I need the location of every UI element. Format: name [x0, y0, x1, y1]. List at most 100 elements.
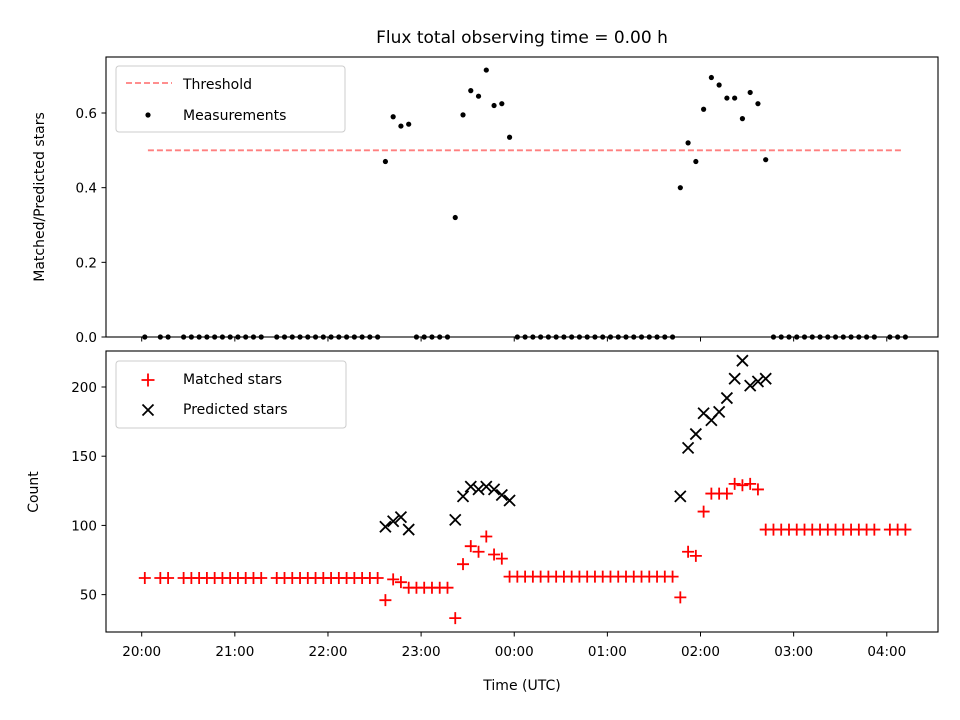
top-axes: 0.0 0.2 0.4 0.6: [76, 106, 888, 346]
bottom-plot-area: [138, 354, 912, 625]
x-tick-label: 00:00: [495, 644, 534, 660]
measurement-point: [382, 158, 389, 165]
matched-stars-legend-label: Matched stars: [183, 372, 282, 388]
matched-star-marker: [255, 572, 268, 585]
bottom-panel-frame: [105, 350, 939, 633]
top-y-tick-label: 0.2: [76, 255, 97, 271]
predicted-star-marker: [759, 372, 772, 385]
measurement-point: [763, 157, 769, 163]
top-y-tick-label: 0.6: [76, 106, 97, 122]
measurement-point: [452, 214, 458, 221]
measurement-point: [468, 88, 474, 94]
bottom-axes: 20:00 21:00 22:00 23:00 00:00 01:00 02:00 03:00…: [71, 380, 906, 660]
measurement-point: [755, 101, 761, 107]
matched-stars-legend-swatch: [141, 373, 155, 387]
predicted-star-marker: [449, 513, 462, 527]
predicted-star-marker: [495, 488, 508, 502]
predicted-star-marker: [712, 405, 726, 419]
measurement-point: [677, 185, 683, 191]
measurement-point: [716, 82, 722, 88]
measurement-point: [491, 102, 497, 109]
bottom-y-axis-label: Count: [26, 471, 42, 513]
matched-star-marker: [495, 552, 508, 565]
measurement-point: [747, 89, 753, 96]
predicted-star-marker: [379, 520, 392, 533]
bottom-y-tick-label: 100: [71, 518, 97, 534]
top-y-axis-label: Matched/Predicted stars: [32, 112, 48, 282]
bottom-y-tick-label: 50: [80, 588, 97, 604]
bottom-panel: 20:00 21:00 22:00 23:00 00:00 01:00 02:00 03:00…: [26, 350, 939, 694]
measurements-legend-label: Measurements: [183, 108, 286, 124]
predicted-star-marker: [736, 354, 749, 367]
matched-star-marker: [379, 594, 392, 607]
predicted-star-marker: [464, 480, 477, 493]
x-tick-label: 20:00: [122, 644, 161, 660]
measurement-point: [499, 101, 505, 107]
matched-star-marker: [441, 581, 454, 594]
measurement-point: [398, 123, 404, 129]
predicted-star-marker: [503, 494, 516, 507]
predicted-star-marker: [387, 515, 400, 528]
measurement-point: [739, 116, 746, 122]
matched-star-marker: [138, 572, 151, 585]
predicted-star-marker: [751, 375, 765, 388]
matched-star-marker: [868, 523, 881, 536]
top-legend: Threshold Measurements: [115, 65, 346, 133]
matched-star-marker: [488, 548, 501, 561]
predicted-star-marker: [402, 523, 415, 536]
measurement-point: [732, 95, 738, 101]
predicted-star-marker: [744, 379, 757, 392]
bottom-y-tick-label: 150: [71, 449, 97, 465]
matched-star-marker: [387, 573, 400, 586]
matched-star-marker: [674, 591, 687, 604]
predicted-star-marker: [394, 510, 408, 524]
matched-star-marker: [751, 483, 764, 496]
matched-star-marker: [464, 540, 477, 553]
matched-star-marker: [720, 487, 733, 500]
matched-star-marker: [736, 479, 749, 492]
predicted-star-marker: [720, 391, 734, 405]
matched-star-marker: [472, 545, 485, 558]
matched-star-marker: [394, 576, 407, 589]
measurement-point: [708, 74, 714, 81]
measurement-point: [460, 112, 466, 118]
predicted-star-marker: [472, 483, 485, 496]
x-tick-label: 23:00: [402, 644, 441, 660]
x-tick-label: 22:00: [309, 644, 348, 660]
x-axis-label: Time (UTC): [482, 678, 560, 694]
predicted-star-marker: [689, 427, 702, 441]
x-tick-label: 03:00: [774, 644, 813, 660]
matched-star-marker: [457, 558, 470, 571]
predicted-star-marker: [456, 490, 470, 503]
matched-star-marker: [728, 477, 741, 490]
measurement-point: [390, 114, 396, 120]
bottom-legend-box: [115, 360, 347, 429]
matched-star-marker: [162, 572, 175, 585]
measurement-point: [406, 121, 412, 127]
top-y-tick-label: 0.0: [76, 330, 97, 346]
matched-star-marker: [689, 549, 702, 562]
matched-star-marker: [697, 505, 710, 518]
measurements-legend-swatch: [145, 112, 151, 118]
matched-star-marker: [480, 530, 493, 543]
x-tick-label: 02:00: [681, 644, 720, 660]
predicted-star-marker: [480, 480, 493, 493]
predicted-star-marker: [487, 483, 501, 496]
matched-star-marker: [666, 570, 679, 583]
predicted-star-marker: [728, 372, 741, 385]
predicted-star-marker: [681, 441, 695, 455]
measurement-point: [693, 158, 699, 165]
predicted-stars-legend-label: Predicted stars: [183, 402, 288, 418]
top-panel-frame: [105, 56, 939, 338]
top-legend-box: [115, 65, 346, 133]
chart-title: Flux total observing time = 0.00 h: [376, 28, 668, 48]
measurement-point: [475, 93, 482, 99]
bottom-legend: Matched stars Predicted stars: [115, 360, 347, 429]
x-tick-label: 21:00: [215, 644, 254, 660]
matched-star-marker: [899, 523, 912, 536]
predicted-stars-legend-swatch: [141, 403, 155, 417]
x-tick-label: 04:00: [867, 644, 906, 660]
matched-star-marker: [682, 545, 695, 558]
predicted-star-marker: [674, 490, 687, 503]
